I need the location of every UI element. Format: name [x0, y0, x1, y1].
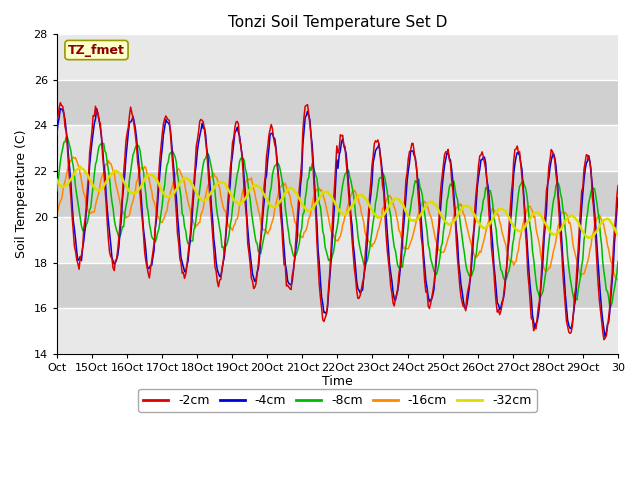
Y-axis label: Soil Temperature (C): Soil Temperature (C): [15, 130, 28, 258]
Bar: [57, 308, 618, 354]
Legend: -2cm, -4cm, -8cm, -16cm, -32cm: -2cm, -4cm, -8cm, -16cm, -32cm: [138, 389, 536, 412]
Bar: [57, 125, 618, 171]
Bar: [57, 34, 618, 80]
Bar: [57, 263, 618, 308]
Bar: [57, 80, 618, 125]
Title: Tonzi Soil Temperature Set D: Tonzi Soil Temperature Set D: [228, 15, 447, 30]
Bar: [57, 217, 618, 263]
Bar: [57, 171, 618, 217]
X-axis label: Time: Time: [322, 374, 353, 387]
Text: TZ_fmet: TZ_fmet: [68, 44, 125, 57]
